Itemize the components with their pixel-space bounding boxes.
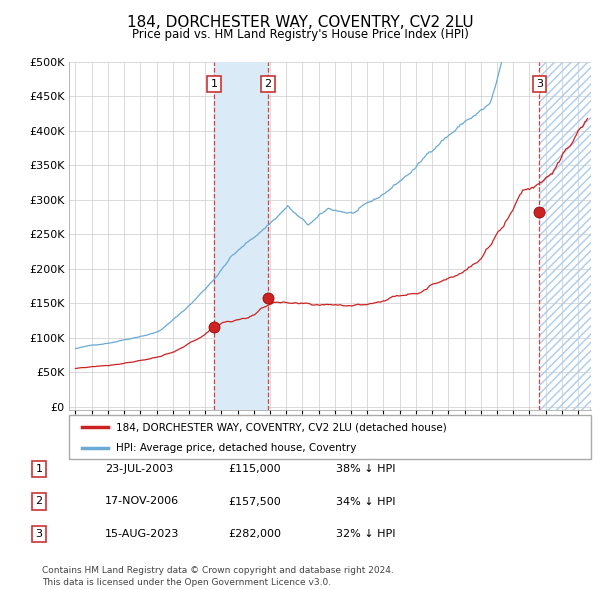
Text: Contains HM Land Registry data © Crown copyright and database right 2024.
This d: Contains HM Land Registry data © Crown c… (42, 566, 394, 587)
Text: 15-AUG-2023: 15-AUG-2023 (105, 529, 179, 539)
Bar (214, 62, 268, 410)
Text: 184, DORCHESTER WAY, COVENTRY, CV2 2LU: 184, DORCHESTER WAY, COVENTRY, CV2 2LU (127, 15, 473, 30)
Text: 2: 2 (265, 79, 272, 89)
Text: 23-JUL-2003: 23-JUL-2003 (105, 464, 173, 474)
Text: 184, DORCHESTER WAY, COVENTRY, CV2 2LU (detached house): 184, DORCHESTER WAY, COVENTRY, CV2 2LU (… (116, 422, 447, 432)
Text: 17-NOV-2006: 17-NOV-2006 (105, 497, 179, 506)
Text: £157,500: £157,500 (228, 497, 281, 506)
Text: £115,000: £115,000 (228, 464, 281, 474)
Text: 3: 3 (536, 79, 543, 89)
Text: 2: 2 (35, 497, 43, 506)
Text: Price paid vs. HM Land Registry's House Price Index (HPI): Price paid vs. HM Land Registry's House … (131, 28, 469, 41)
Text: HPI: Average price, detached house, Coventry: HPI: Average price, detached house, Cove… (116, 444, 356, 453)
Text: £282,000: £282,000 (228, 529, 281, 539)
Text: 1: 1 (35, 464, 43, 474)
Bar (539, 62, 591, 410)
Text: 3: 3 (35, 529, 43, 539)
Text: 32% ↓ HPI: 32% ↓ HPI (336, 529, 395, 539)
Text: 34% ↓ HPI: 34% ↓ HPI (336, 497, 395, 506)
Text: 1: 1 (211, 79, 218, 89)
Text: 38% ↓ HPI: 38% ↓ HPI (336, 464, 395, 474)
Bar (539, 62, 591, 410)
FancyBboxPatch shape (69, 415, 591, 459)
